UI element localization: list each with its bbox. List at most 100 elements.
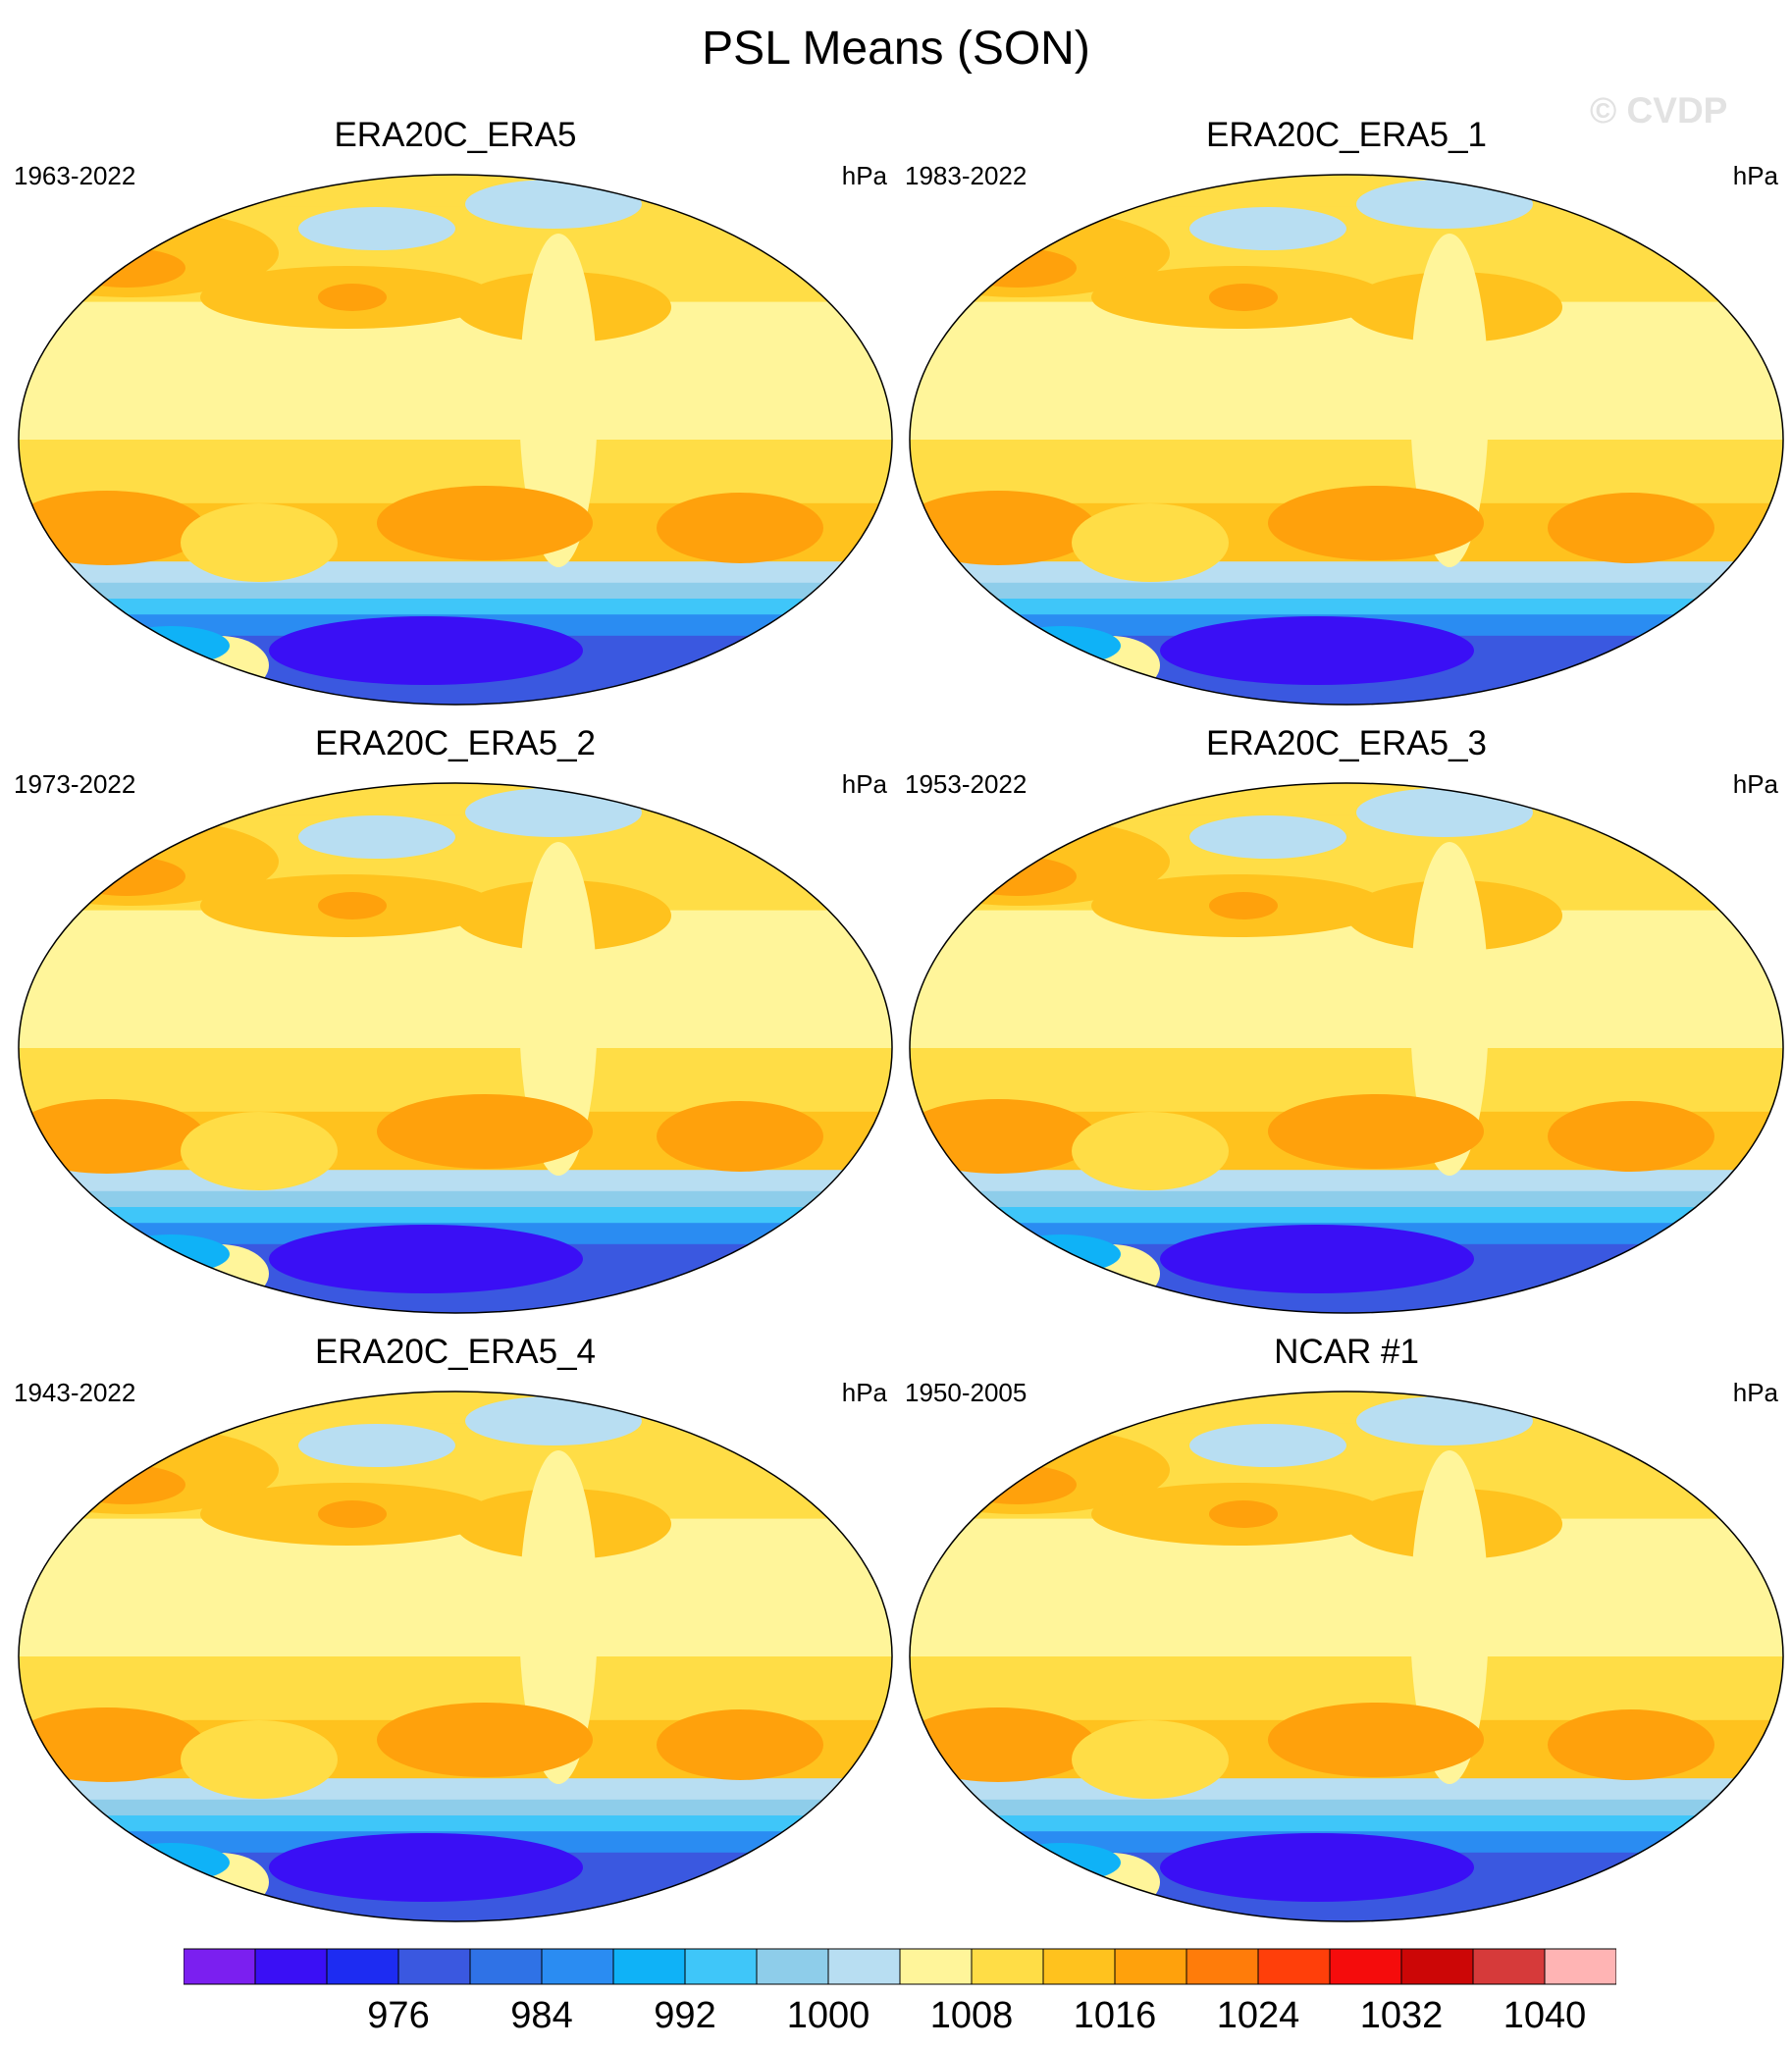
colorbar-swatch bbox=[899, 1948, 973, 1985]
map-outline bbox=[18, 174, 893, 706]
contour-band bbox=[910, 1778, 1783, 1801]
panel-title: ERA20C_ERA5_1 bbox=[1206, 116, 1487, 154]
colorbar: 976 984 992 1000 1008 1016 1024 1032 1040 bbox=[184, 1948, 1616, 2036]
colorbar-swatch bbox=[469, 1948, 543, 1985]
contour-band bbox=[19, 783, 892, 816]
colorbar-swatch bbox=[1257, 1948, 1331, 1985]
colorbar-swatch bbox=[1329, 1948, 1402, 1985]
colorbar-tick-label: 1032 bbox=[1360, 1995, 1444, 2036]
australia bbox=[181, 503, 338, 582]
colorbar-swatch bbox=[971, 1948, 1044, 1985]
antarctic-trough bbox=[269, 616, 583, 685]
contour-band bbox=[19, 1778, 892, 1801]
panel-unit: hPa bbox=[841, 161, 887, 190]
panel-2: ERA20C_ERA5_1 1983-2022 hPa bbox=[905, 116, 1788, 724]
iceland-low bbox=[1356, 788, 1533, 837]
asian-high-core bbox=[959, 857, 1077, 896]
panel-years: 1973-2022 bbox=[14, 769, 136, 799]
south-america bbox=[519, 842, 598, 1176]
colorbar-tick-label: 992 bbox=[654, 1995, 715, 2036]
panel-unit: hPa bbox=[1732, 1378, 1778, 1407]
asian-high-core bbox=[68, 248, 185, 288]
australia bbox=[1072, 1720, 1229, 1799]
south-atlantic-high bbox=[657, 493, 823, 563]
north-pacific-high-core bbox=[318, 892, 387, 919]
panel-years: 1963-2022 bbox=[14, 161, 136, 190]
panel-3: ERA20C_ERA5_2 1973-2022 hPa bbox=[14, 724, 897, 1333]
north-pacific-high-core bbox=[318, 1500, 387, 1528]
iceland-low bbox=[465, 788, 642, 837]
contour-band bbox=[910, 175, 1783, 208]
south-atlantic-high bbox=[1548, 1709, 1714, 1780]
panel-unit: hPa bbox=[1732, 769, 1778, 799]
south-pacific-high bbox=[1268, 1703, 1484, 1777]
asian-high-core bbox=[68, 1465, 185, 1504]
contour-band bbox=[910, 582, 1783, 600]
psl-map bbox=[909, 174, 1784, 706]
colorbar-swatch bbox=[184, 1948, 256, 1985]
panel-title: ERA20C_ERA5_2 bbox=[315, 724, 596, 762]
contour-band bbox=[910, 1170, 1783, 1192]
colorbar-tick-label: 1008 bbox=[930, 1995, 1014, 2036]
colorbar-tick-label: 976 bbox=[367, 1995, 429, 2036]
contour-band bbox=[910, 910, 1783, 1049]
south-indian-high bbox=[19, 1099, 205, 1174]
contour-band bbox=[910, 599, 1783, 616]
south-america bbox=[519, 1450, 598, 1784]
asian-high-core bbox=[959, 1465, 1077, 1504]
antarctic-trough bbox=[1160, 616, 1474, 685]
iceland-low bbox=[1356, 180, 1533, 229]
south-atlantic-high bbox=[1548, 1101, 1714, 1172]
panel-5: ERA20C_ERA5_4 1943-2022 hPa bbox=[14, 1333, 897, 1941]
map-outline bbox=[909, 782, 1784, 1314]
south-pacific-high bbox=[377, 1703, 593, 1777]
aleutian-low bbox=[298, 815, 455, 859]
asian-high-core bbox=[68, 857, 185, 896]
map-fill bbox=[910, 175, 1783, 705]
australia bbox=[181, 1720, 338, 1799]
antarctic-trough bbox=[1160, 1833, 1474, 1902]
south-indian-high bbox=[910, 1707, 1096, 1782]
panel-years: 1953-2022 bbox=[905, 769, 1028, 799]
south-atlantic-high bbox=[1548, 493, 1714, 563]
psl-map bbox=[909, 782, 1784, 1314]
contour-band bbox=[19, 910, 892, 1049]
contour-band bbox=[19, 599, 892, 616]
south-indian-high bbox=[910, 1099, 1096, 1174]
aleutian-low bbox=[1189, 815, 1346, 859]
aleutian-low bbox=[298, 1424, 455, 1467]
contour-band bbox=[910, 1207, 1783, 1225]
north-pacific-high-core bbox=[1209, 892, 1278, 919]
panel-years: 1943-2022 bbox=[14, 1378, 136, 1407]
watermark: © CVDP bbox=[1590, 90, 1728, 131]
colorbar-swatch bbox=[1472, 1948, 1546, 1985]
australia bbox=[1072, 1112, 1229, 1190]
contour-band bbox=[19, 301, 892, 441]
map-outline bbox=[18, 1391, 893, 1922]
iceland-low bbox=[465, 1396, 642, 1445]
antarctic-trough bbox=[269, 1833, 583, 1902]
colorbar-swatch bbox=[541, 1948, 614, 1985]
contour-band bbox=[19, 1190, 892, 1208]
colorbar-swatch bbox=[756, 1948, 829, 1985]
colorbar-swatch bbox=[254, 1948, 328, 1985]
panel-years: 1950-2005 bbox=[905, 1378, 1028, 1407]
south-atlantic-high bbox=[657, 1709, 823, 1780]
contour-band bbox=[19, 1799, 892, 1816]
colorbar-swatch bbox=[1186, 1948, 1259, 1985]
psl-map bbox=[18, 1391, 893, 1922]
panel-unit: hPa bbox=[841, 1378, 887, 1407]
south-america bbox=[1410, 1450, 1489, 1784]
contour-band bbox=[19, 1392, 892, 1425]
contour-band bbox=[19, 175, 892, 208]
colorbar-swatch bbox=[1114, 1948, 1187, 1985]
south-pacific-high bbox=[1268, 1094, 1484, 1169]
south-indian-high bbox=[910, 491, 1096, 565]
south-atlantic-high bbox=[657, 1101, 823, 1172]
colorbar-swatch bbox=[1544, 1948, 1616, 1985]
panel-6: NCAR #1 1950-2005 hPa bbox=[905, 1333, 1788, 1941]
south-pacific-high bbox=[377, 486, 593, 560]
contour-band bbox=[910, 301, 1783, 441]
aleutian-low bbox=[1189, 207, 1346, 250]
panel-title: ERA20C_ERA5 bbox=[334, 116, 577, 154]
